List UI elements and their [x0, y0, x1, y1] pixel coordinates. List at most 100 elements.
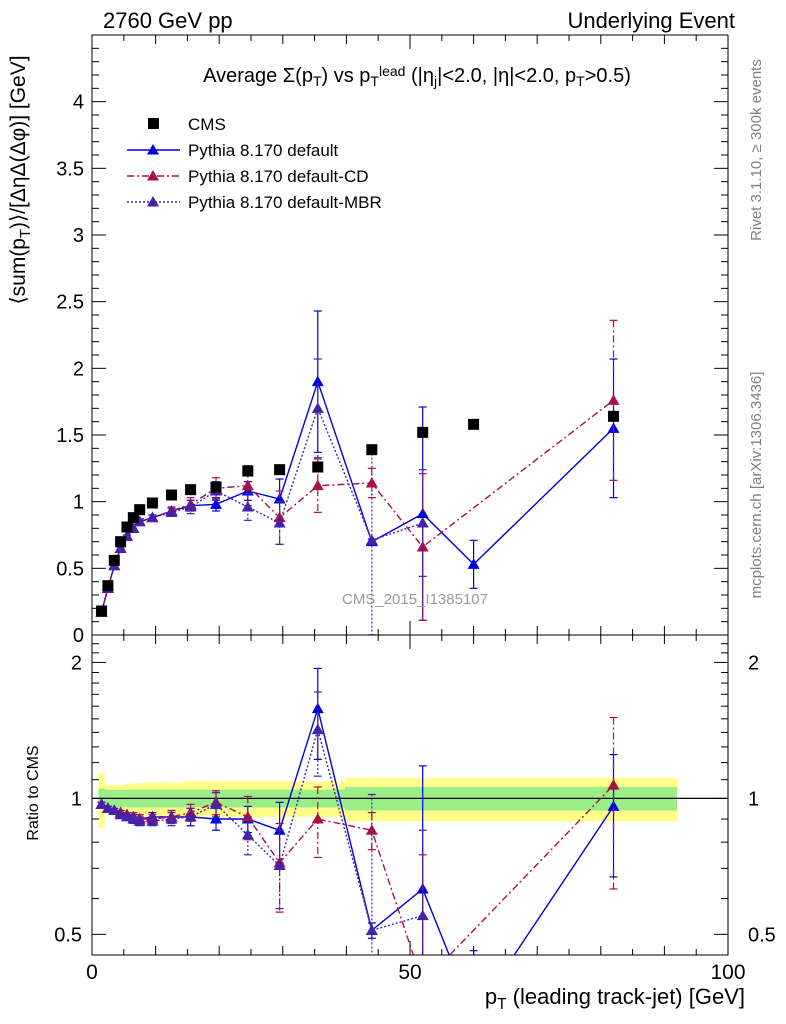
main-y-tick-label: 3.5 — [56, 158, 84, 180]
ratio-point — [120, 810, 133, 822]
watermark: CMS_2015_I1385107 — [342, 591, 488, 608]
ratio-point — [365, 824, 378, 835]
cms-data-point — [96, 605, 108, 617]
cms-data-point — [608, 410, 620, 422]
main-point — [241, 485, 254, 496]
main-point — [273, 511, 286, 523]
cms-data-point — [312, 461, 324, 473]
cms-data-point — [366, 444, 378, 456]
x-tick-label: 0 — [86, 961, 98, 984]
legend-marker — [147, 144, 159, 155]
main-point — [416, 507, 429, 519]
header-left: 2760 GeV pp — [103, 8, 233, 33]
ratio-y-tick-label-right: 1 — [748, 788, 759, 810]
main-y-tick-label: 2 — [73, 358, 84, 380]
ratio-data-layer — [92, 667, 728, 955]
ratio-point — [210, 798, 223, 809]
cms-data-point — [108, 554, 120, 566]
ratio-y-tick-label: 2 — [71, 652, 82, 674]
main-point — [607, 394, 620, 405]
mcplots-label: mcplots.cern.ch [arXiv:1306.3436] — [748, 372, 765, 599]
main-point — [210, 498, 223, 509]
ratio-point — [101, 802, 114, 813]
legend-label: CMS — [188, 115, 226, 134]
x-axis-label: pT (leading track-jet) [GeV] — [485, 984, 745, 1013]
ratio-y-tick-label-right: 2 — [748, 652, 759, 674]
main-y-tick-label: 2.5 — [56, 292, 84, 314]
ratio-y-tick-label-right: 0.5 — [748, 924, 776, 946]
main-point — [146, 511, 159, 523]
cms-data-point — [417, 426, 429, 438]
main-point — [273, 517, 286, 528]
ratio-point — [165, 813, 178, 824]
ratio-panel: 0.5 0.5 1 1 2 2 0 50 100 Ratio to CMS pT (leadin… — [25, 634, 776, 1013]
main-y-tick-label: 0.5 — [56, 558, 84, 580]
x-tick-label: 50 — [398, 961, 421, 984]
main-point — [311, 479, 324, 491]
main-y-tick-label: 1 — [73, 492, 84, 514]
main-point — [114, 542, 127, 553]
main-point — [467, 558, 480, 569]
main-line-pythia-8-170-default-mbr — [100, 406, 423, 613]
main-data-layer — [95, 310, 620, 636]
ratio-y-axis-label: Ratio to CMS — [25, 745, 42, 840]
cms-data-point — [127, 512, 139, 524]
legend-marker — [147, 170, 159, 181]
main-title: Average Σ(pT) vs pTlead (|ηj|<2.0, |η|<2… — [203, 63, 631, 89]
ratio-point — [210, 813, 223, 824]
main-y-axis-label: ⟨sum(pT)⟩/[ΔηΔ(Δφ)] [GeV] — [7, 55, 34, 304]
ratio-point — [184, 810, 197, 822]
ratio-point — [146, 815, 159, 826]
cms-data-point — [121, 521, 133, 533]
x-tick-label: 100 — [710, 961, 745, 984]
ratio-point — [133, 815, 146, 826]
main-point — [184, 501, 197, 512]
main-point — [241, 479, 254, 491]
header-right: Underlying Event — [567, 8, 735, 33]
ratio-point — [241, 810, 254, 822]
cms-data-point — [134, 504, 146, 516]
main-point — [416, 517, 429, 528]
main-point — [241, 501, 254, 512]
cms-data-point — [146, 497, 158, 509]
ratio-point — [311, 813, 324, 824]
ratio-point — [311, 723, 324, 735]
main-line-pythia-8-170-default — [100, 379, 614, 613]
ratio-line-pythia-8-170-default — [101, 706, 615, 955]
main-y-tick-label: 1.5 — [56, 425, 84, 447]
cms-data-point — [115, 536, 127, 548]
cms-data-point — [242, 465, 254, 477]
cms-data-point — [468, 418, 480, 430]
main-point — [165, 506, 178, 517]
ratio-line-pythia-8-170-default-mbr — [101, 726, 423, 932]
ratio-point — [607, 779, 620, 790]
main-point — [273, 493, 286, 504]
main-y-tick-label: 3 — [73, 225, 84, 247]
legend-label: Pythia 8.170 default — [188, 141, 339, 160]
ratio-y-tick-label: 1 — [71, 788, 82, 810]
cms-data-point — [102, 580, 114, 592]
rivet-label: Rivet 3.1.10, ≥ 300k events — [748, 59, 765, 241]
main-point — [311, 402, 324, 413]
ratio-point — [241, 828, 254, 840]
cms-data-point — [185, 484, 197, 496]
cms-data-point — [166, 489, 177, 501]
ratio-point — [127, 813, 140, 824]
legend-marker — [147, 196, 159, 207]
cms-data-point — [210, 481, 222, 493]
main-point — [133, 515, 146, 527]
main-panel: 0 0.5 1 1.5 2 2.5 3 3.5 4 CMS_2015_I1385107 Aver… — [7, 34, 729, 647]
ratio-point — [416, 909, 429, 921]
main-point — [365, 534, 378, 545]
ratio-point — [607, 800, 620, 811]
legend: CMS Pythia 8.170 default Pythia 8.170 defa… — [127, 115, 382, 212]
main-y-tick-label: 0 — [73, 625, 84, 647]
cms-data-point — [274, 464, 286, 476]
ratio-point — [311, 702, 324, 714]
ratio-ticks: 0.5 0.5 1 1 2 2 0 50 100 — [54, 635, 776, 984]
ratio-point — [365, 924, 378, 935]
legend-label: Pythia 8.170 default-CD — [188, 167, 369, 186]
legend-cms-marker — [148, 118, 159, 129]
ratio-y-tick-label: 0.5 — [54, 924, 82, 946]
